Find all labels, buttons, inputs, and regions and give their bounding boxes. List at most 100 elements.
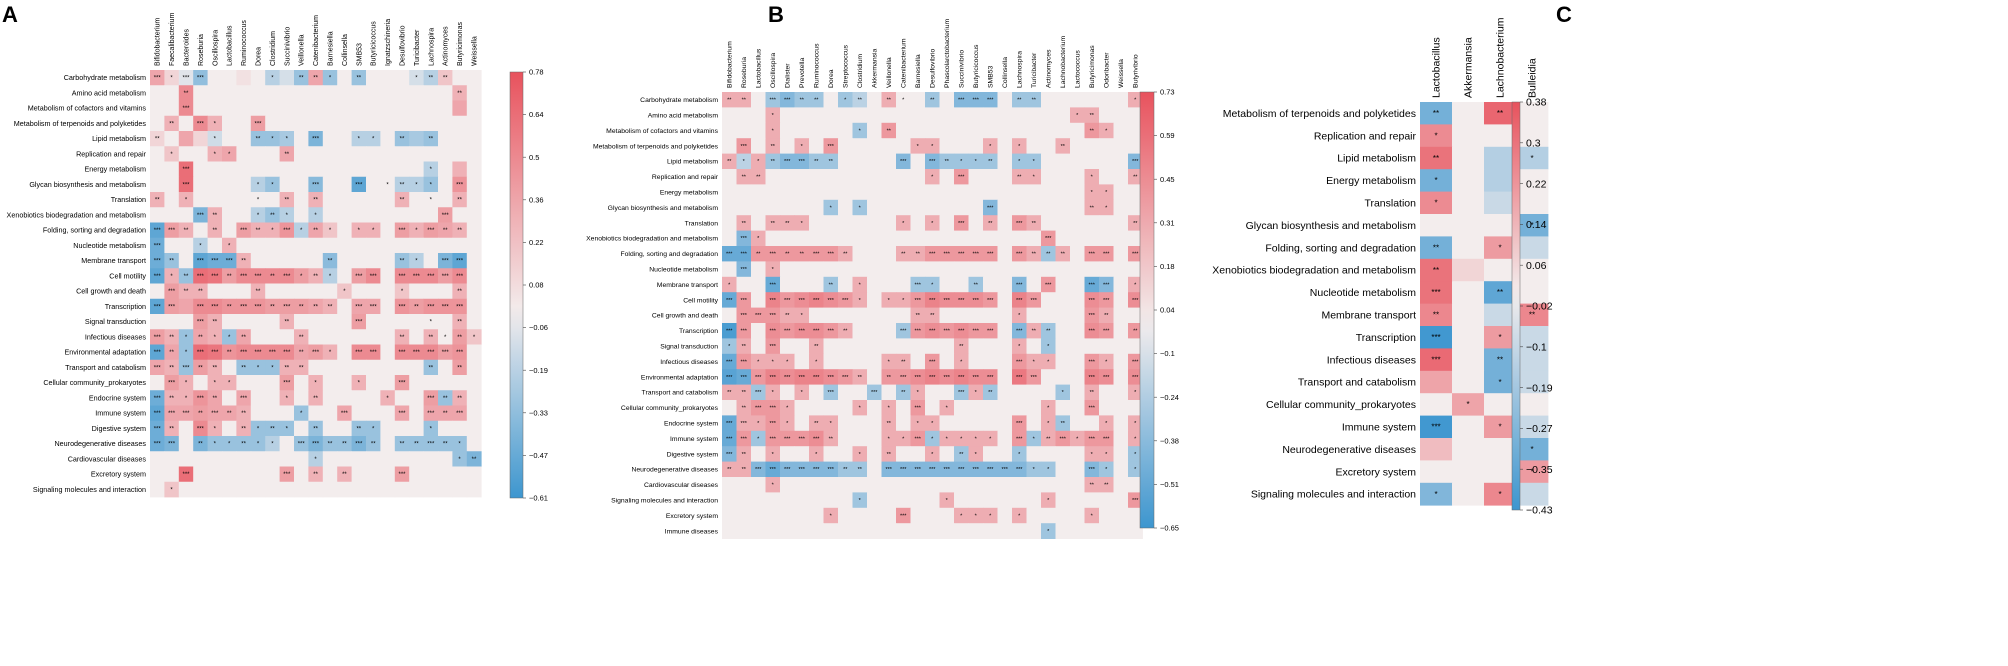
significance-mark-a: *** — [427, 304, 435, 310]
significance-mark-b: *** — [987, 375, 994, 381]
heatmap-cell-b — [867, 492, 882, 509]
heatmap-cell-b — [954, 92, 969, 108]
significance-mark-b: * — [1047, 344, 1050, 350]
significance-mark-b: *** — [726, 421, 733, 427]
heatmap-cell-b — [722, 215, 737, 231]
heatmap-cell-b — [1128, 523, 1143, 539]
heatmap-cell-b — [925, 153, 940, 170]
heatmap-cell-b — [983, 353, 998, 370]
significance-mark-b: *** — [1016, 329, 1023, 335]
heatmap-cell-b — [751, 230, 766, 247]
heatmap-cell-b — [794, 400, 810, 416]
heatmap-cell-a — [423, 192, 439, 208]
heatmap-cell-b — [794, 292, 810, 308]
heatmap-cell-c — [1484, 236, 1517, 260]
heatmap-cell-b — [910, 492, 926, 509]
significance-mark-a: * — [401, 289, 404, 295]
significance-mark-b: *** — [900, 329, 907, 335]
heatmap-cell-b — [722, 523, 737, 539]
heatmap-cell-a — [265, 451, 280, 467]
heatmap-cell-b — [765, 199, 781, 216]
significance-mark-b: ** — [785, 221, 790, 227]
heatmap-cell-a — [265, 344, 280, 361]
significance-mark-b: *** — [1016, 282, 1023, 288]
column-label-b: Lactobacillus — [756, 48, 763, 88]
heatmap-cell-b — [780, 492, 795, 509]
heatmap-cell-b — [809, 215, 824, 231]
column-label-b: Oscillospira — [770, 53, 777, 88]
heatmap-cell-a — [222, 344, 237, 361]
heatmap-cell-b — [954, 307, 969, 324]
significance-mark-b: *** — [828, 390, 835, 396]
heatmap-cell-b — [896, 246, 911, 262]
heatmap-cell-a — [164, 314, 180, 330]
heatmap-cell-a — [294, 192, 309, 208]
heatmap-cell-b — [794, 323, 810, 339]
heatmap-cell-b — [1099, 122, 1114, 139]
significance-mark-b: *** — [944, 252, 951, 258]
heatmap-cell-b — [780, 153, 795, 170]
heatmap-cell-b — [1012, 261, 1027, 278]
heatmap-cell-a — [294, 314, 309, 330]
heatmap-cell-a — [337, 70, 352, 86]
heatmap-cell-b — [1128, 276, 1143, 293]
significance-mark-b: ** — [887, 452, 892, 458]
heatmap-cell-a — [452, 253, 468, 269]
heatmap-cell-a — [466, 359, 482, 376]
heatmap-cell-a — [222, 268, 237, 284]
heatmap-cell-a — [466, 161, 482, 178]
significance-mark-c: ** — [1497, 109, 1503, 118]
heatmap-cell-b — [809, 492, 824, 509]
heatmap-cell-b — [1084, 276, 1100, 293]
heatmap-cell-b — [1099, 307, 1114, 324]
heatmap-cell-b — [867, 92, 882, 108]
heatmap-cell-b — [1099, 199, 1114, 216]
heatmap-cell-b — [809, 507, 824, 524]
heatmap-cell-b — [809, 338, 824, 355]
row-label-b: Translation — [685, 220, 719, 227]
heatmap-cell-b — [925, 199, 940, 216]
heatmap-cell-b — [867, 307, 882, 324]
row-label-b: Nucleotide metabolism — [649, 266, 718, 273]
heatmap-cell-a — [438, 314, 453, 330]
significance-mark-b: *** — [958, 390, 965, 396]
significance-mark-a: ** — [184, 228, 189, 234]
significance-mark-b: *** — [973, 98, 980, 104]
heatmap-cell-b — [1070, 338, 1085, 355]
column-label-b: SMB53 — [988, 65, 995, 88]
heatmap-cell-b — [1128, 169, 1143, 185]
heatmap-cell-b — [1113, 369, 1129, 385]
heatmap-cell-b — [968, 107, 984, 124]
heatmap-cell-b — [1113, 230, 1129, 247]
heatmap-cell-a — [250, 253, 266, 269]
significance-mark-a: *** — [240, 350, 248, 356]
heatmap-cell-a — [222, 253, 237, 269]
colorbar-tick-label-b: 0.73 — [1160, 88, 1175, 97]
heatmap-cell-c — [1420, 146, 1453, 170]
colorbar-tick-label-c: −0.35 — [1526, 464, 1553, 476]
heatmap-cell-b — [1099, 261, 1114, 278]
heatmap-cell-a — [322, 115, 338, 132]
heatmap-cell-a — [236, 115, 252, 132]
heatmap-cell-b — [1041, 415, 1056, 432]
heatmap-cell-a — [178, 405, 194, 422]
row-label-b: Cardiovascular diseases — [644, 482, 719, 489]
heatmap-cell-a — [351, 207, 367, 223]
heatmap-cell-b — [910, 338, 926, 355]
heatmap-cell-a — [366, 314, 381, 330]
significance-mark-a: *** — [355, 350, 363, 356]
significance-mark-b: *** — [799, 159, 806, 165]
heatmap-cell-a — [265, 237, 280, 254]
heatmap-cell-b — [968, 184, 984, 201]
significance-mark-b: * — [931, 421, 934, 427]
significance-mark-c: ** — [1497, 355, 1503, 364]
heatmap-cell-b — [1026, 415, 1042, 432]
heatmap-cell-a — [164, 70, 180, 86]
heatmap-cell-a — [322, 466, 338, 483]
row-label-a: Metabolism of cofactors and vitamins — [28, 104, 147, 113]
heatmap-cell-a — [394, 298, 410, 315]
heatmap-cell-b — [751, 384, 766, 401]
heatmap-cell-a — [337, 314, 352, 330]
heatmap-cell-a — [236, 268, 252, 284]
